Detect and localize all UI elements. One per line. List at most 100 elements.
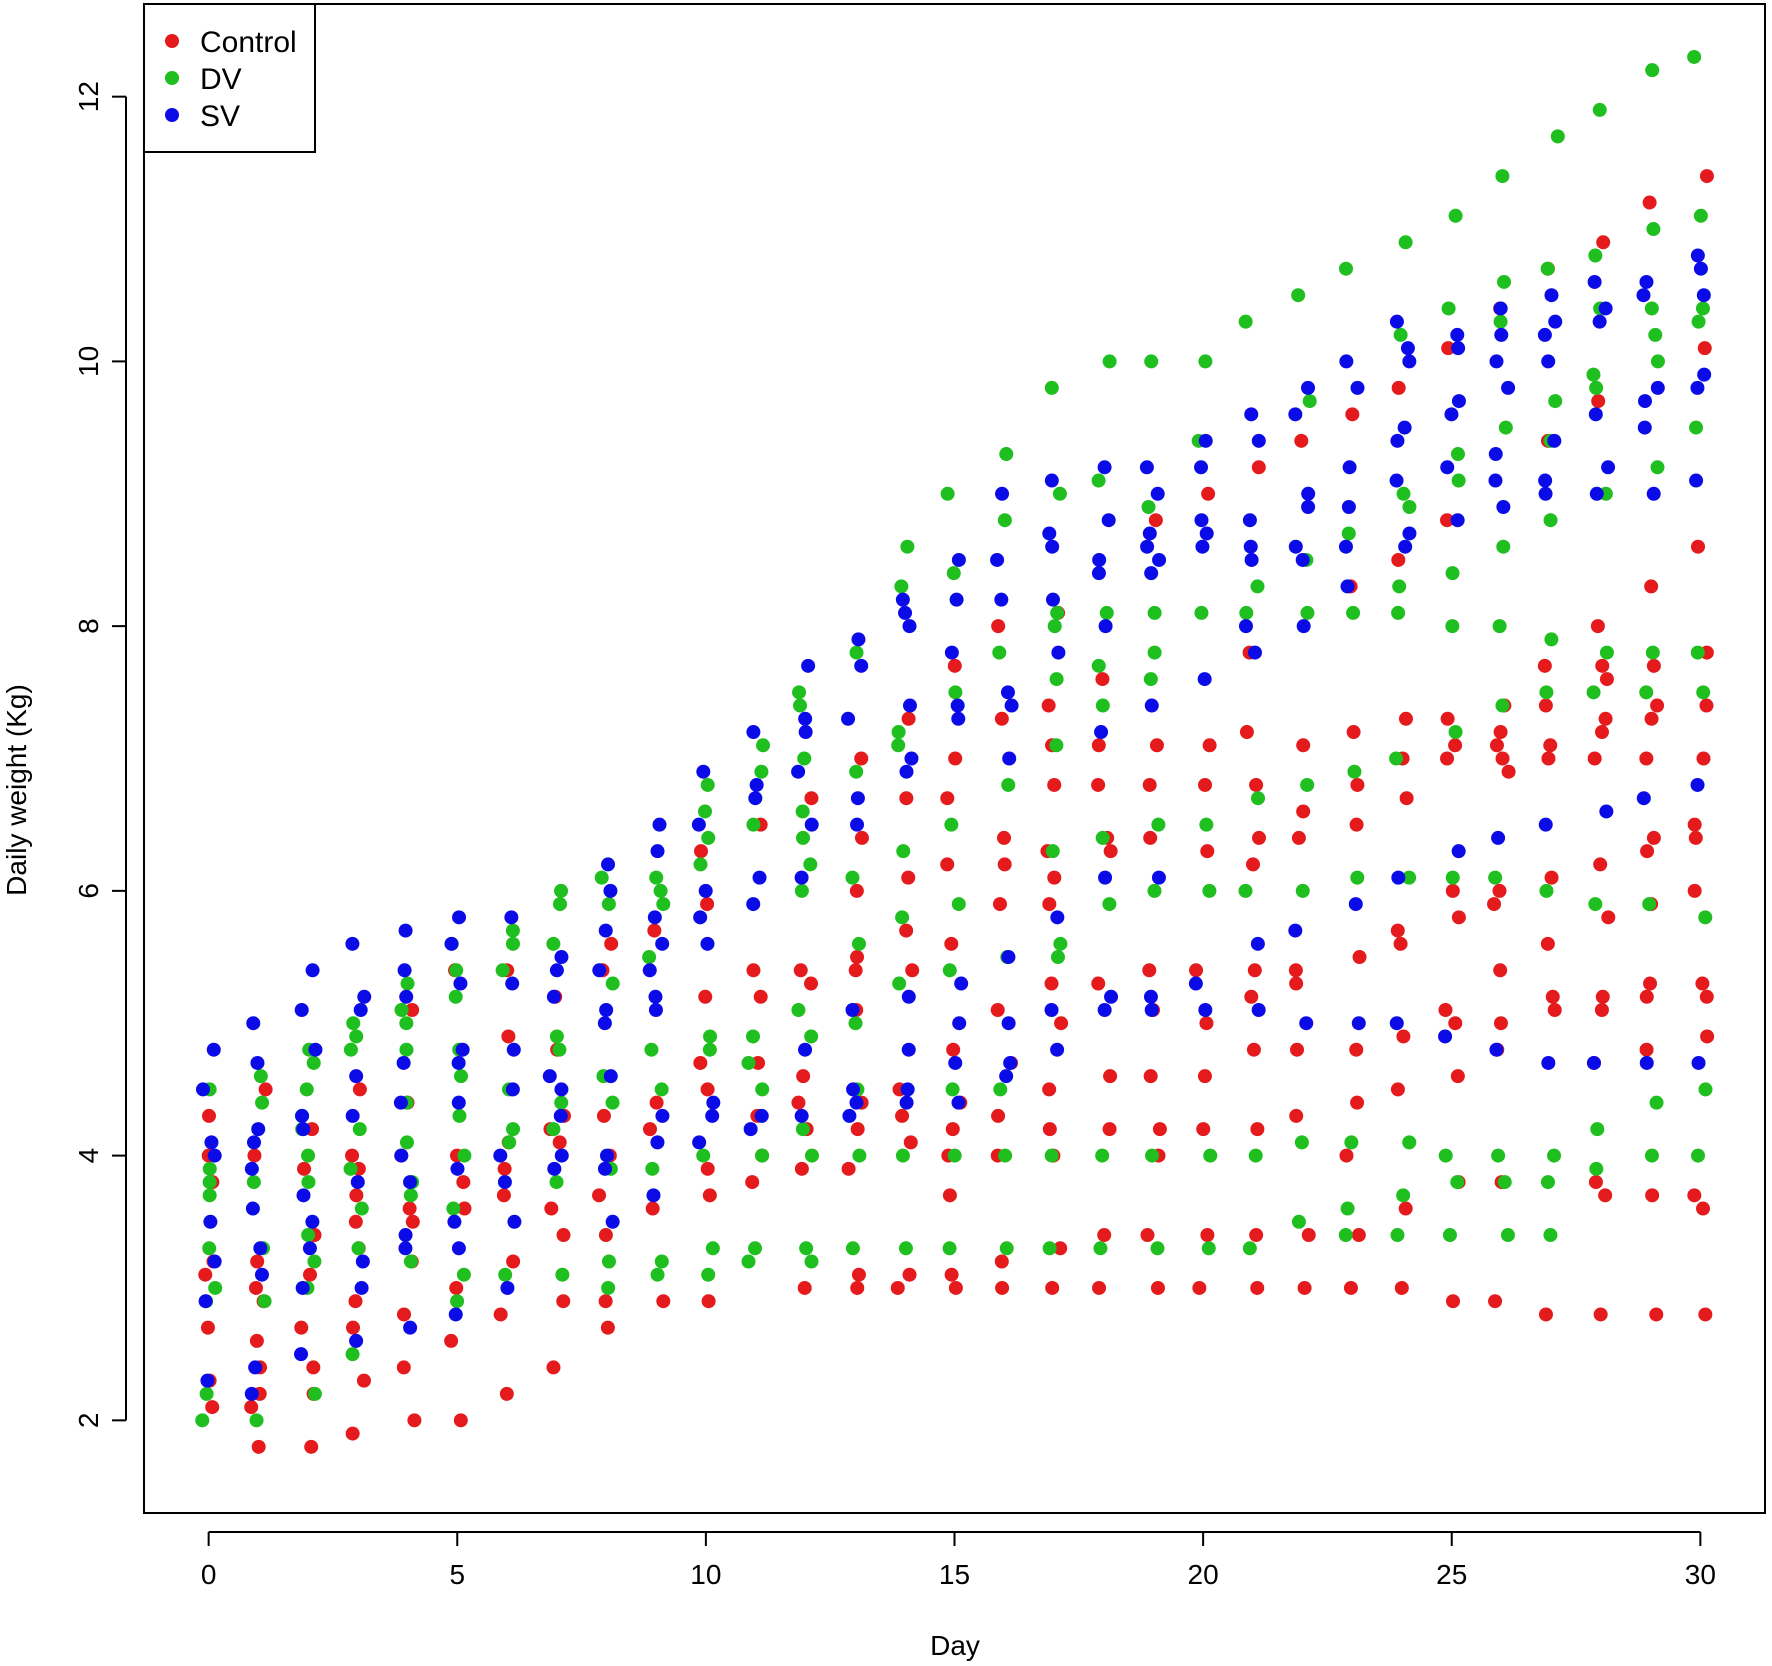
point-control: [1345, 407, 1360, 422]
point-dv: [792, 685, 807, 700]
point-sv: [493, 1148, 508, 1163]
point-sv: [452, 910, 467, 925]
point-sv: [1598, 301, 1613, 316]
point-sv: [1586, 1055, 1601, 1070]
point-dv: [1698, 910, 1713, 925]
point-control: [1699, 169, 1714, 184]
point-sv: [1438, 1029, 1453, 1044]
point-control: [306, 1360, 321, 1375]
point-control: [753, 989, 768, 1004]
point-control: [1149, 738, 1164, 753]
point-dv: [898, 1241, 913, 1256]
point-sv: [553, 1108, 568, 1123]
point-sv: [1301, 486, 1316, 501]
point-control: [198, 1267, 213, 1282]
point-control: [1290, 1042, 1305, 1057]
point-sv: [1198, 433, 1213, 448]
point-dv: [1042, 1241, 1057, 1256]
point-dv: [1698, 1082, 1713, 1097]
point-dv: [1049, 672, 1064, 687]
point-control: [1352, 950, 1367, 965]
point-sv: [345, 936, 360, 951]
point-control: [1601, 910, 1616, 925]
point-control: [1396, 1029, 1411, 1044]
point-dv: [1402, 1135, 1417, 1150]
point-dv: [1648, 327, 1663, 342]
point-control: [1196, 1122, 1211, 1137]
point-dv: [1495, 169, 1510, 184]
point-dv: [804, 1029, 819, 1044]
point-sv: [592, 963, 607, 978]
point-sv: [1338, 539, 1353, 554]
point-dv: [645, 1161, 660, 1176]
point-control: [794, 1161, 809, 1176]
point-dv: [849, 645, 864, 660]
point-sv: [902, 619, 917, 634]
point-control: [1398, 1201, 1413, 1216]
point-sv: [1592, 314, 1607, 329]
point-control: [1044, 976, 1059, 991]
point-sv: [990, 552, 1005, 567]
point-sv: [1002, 751, 1017, 766]
point-sv: [746, 897, 761, 912]
point-control: [1390, 1082, 1405, 1097]
point-sv: [1251, 433, 1266, 448]
point-dv: [848, 1016, 863, 1031]
point-control: [890, 1280, 905, 1295]
point-sv: [505, 1082, 520, 1097]
point-dv: [1050, 950, 1065, 965]
point-control: [1143, 1069, 1158, 1084]
point-sv: [204, 1135, 219, 1150]
point-sv: [1144, 566, 1159, 581]
point-sv: [1092, 552, 1107, 567]
point-dv: [457, 1148, 472, 1163]
point-sv: [1493, 301, 1508, 316]
point-dv: [654, 1082, 669, 1097]
point-dv: [755, 1148, 770, 1163]
point-dv: [299, 1082, 314, 1097]
point-dv: [705, 1241, 720, 1256]
point-dv: [1548, 394, 1563, 409]
point-sv: [1639, 274, 1654, 289]
point-control: [940, 791, 955, 806]
point-dv: [1344, 1135, 1359, 1150]
point-sv: [804, 817, 819, 832]
point-control: [1639, 1042, 1654, 1057]
point-sv: [1050, 910, 1065, 925]
point-dv: [894, 579, 909, 594]
y-axis-label: Daily weight (Kg): [1, 684, 32, 896]
point-dv: [306, 1055, 321, 1070]
y-tick-label: 10: [73, 346, 104, 377]
point-sv: [995, 486, 1010, 501]
point-dv: [249, 1413, 264, 1428]
point-control: [746, 963, 761, 978]
point-control: [1192, 1280, 1207, 1295]
point-control: [901, 711, 916, 726]
point-control: [250, 1254, 265, 1269]
point-control: [1639, 989, 1654, 1004]
point-sv: [354, 1280, 369, 1295]
point-sv: [450, 1161, 465, 1176]
point-dv: [1044, 1148, 1059, 1163]
point-sv: [207, 1148, 222, 1163]
point-control: [850, 1122, 865, 1137]
point-control: [1140, 1228, 1155, 1243]
point-control: [396, 1360, 411, 1375]
point-control: [848, 963, 863, 978]
point-sv: [1348, 897, 1363, 912]
point-control: [1246, 857, 1261, 872]
point-dv: [202, 1175, 217, 1190]
point-sv: [950, 698, 965, 713]
point-sv: [1587, 274, 1602, 289]
point-control: [1350, 1095, 1365, 1110]
point-control: [1251, 830, 1266, 845]
point-dv: [1539, 883, 1554, 898]
point-dv: [307, 1254, 322, 1269]
point-control: [1594, 1003, 1609, 1017]
point-sv: [901, 1042, 916, 1057]
point-dv: [791, 1003, 806, 1017]
point-control: [1547, 1003, 1562, 1017]
point-sv: [648, 989, 663, 1004]
point-sv: [1004, 698, 1019, 713]
point-dv: [1393, 327, 1408, 342]
